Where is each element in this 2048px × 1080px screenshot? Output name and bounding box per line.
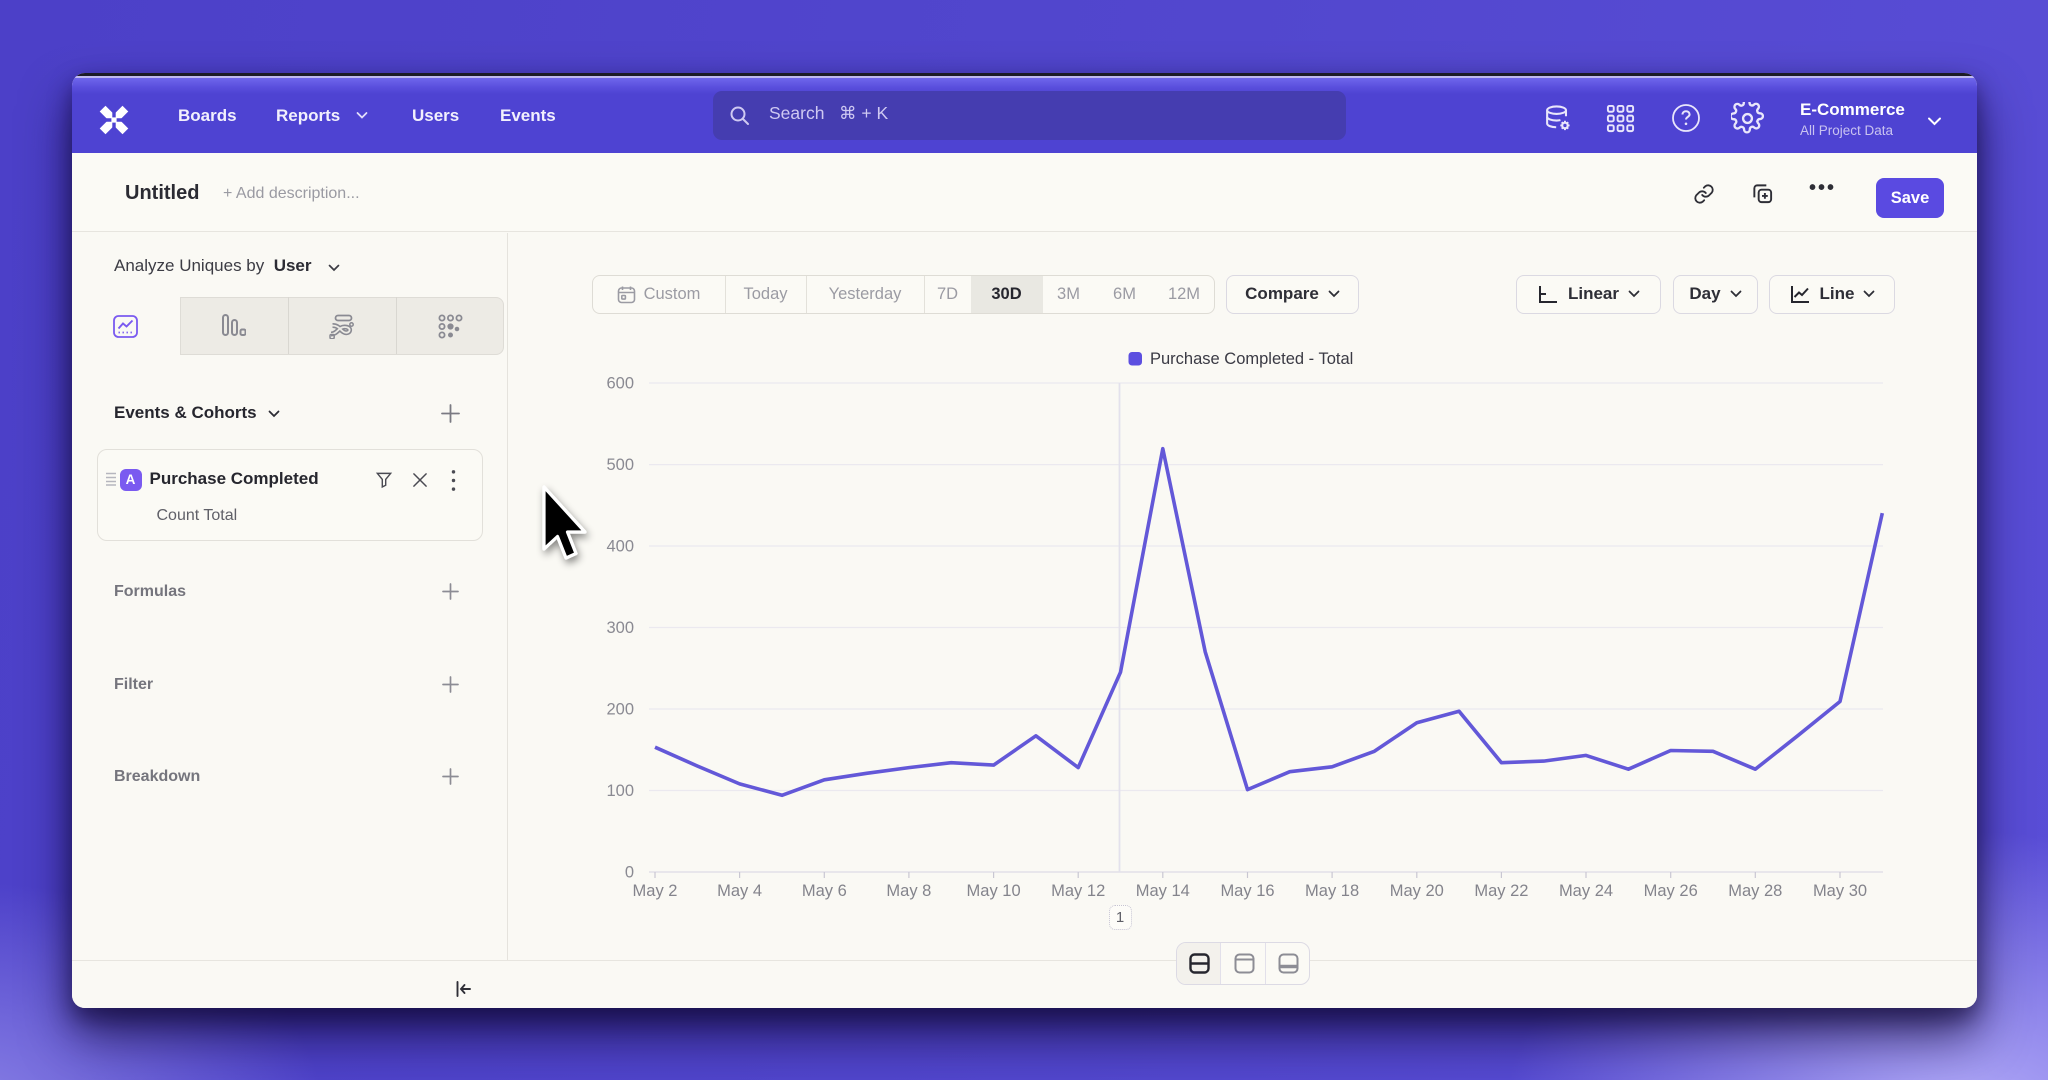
svg-text:May 18: May 18 bbox=[1305, 882, 1359, 900]
svg-text:May 24: May 24 bbox=[1559, 882, 1613, 900]
svg-text:May 10: May 10 bbox=[967, 882, 1021, 900]
svg-text:May 14: May 14 bbox=[1136, 882, 1190, 900]
svg-text:May 16: May 16 bbox=[1220, 882, 1274, 900]
svg-text:May 28: May 28 bbox=[1728, 882, 1782, 900]
svg-text:400: 400 bbox=[606, 538, 634, 556]
svg-text:500: 500 bbox=[606, 456, 634, 474]
svg-text:Purchase Completed - Total: Purchase Completed - Total bbox=[1150, 350, 1353, 368]
svg-text:100: 100 bbox=[606, 782, 634, 800]
svg-text:May 22: May 22 bbox=[1474, 882, 1528, 900]
svg-text:May 6: May 6 bbox=[802, 882, 847, 900]
svg-text:May 20: May 20 bbox=[1390, 882, 1444, 900]
svg-text:May 8: May 8 bbox=[886, 882, 931, 900]
svg-text:May 4: May 4 bbox=[717, 882, 762, 900]
svg-text:0: 0 bbox=[625, 864, 634, 882]
svg-text:300: 300 bbox=[606, 619, 634, 637]
svg-text:May 26: May 26 bbox=[1644, 882, 1698, 900]
svg-text:May 12: May 12 bbox=[1051, 882, 1105, 900]
svg-text:600: 600 bbox=[606, 375, 634, 393]
svg-text:May 2: May 2 bbox=[633, 882, 678, 900]
svg-text:200: 200 bbox=[606, 701, 634, 719]
svg-text:May 30: May 30 bbox=[1813, 882, 1867, 900]
